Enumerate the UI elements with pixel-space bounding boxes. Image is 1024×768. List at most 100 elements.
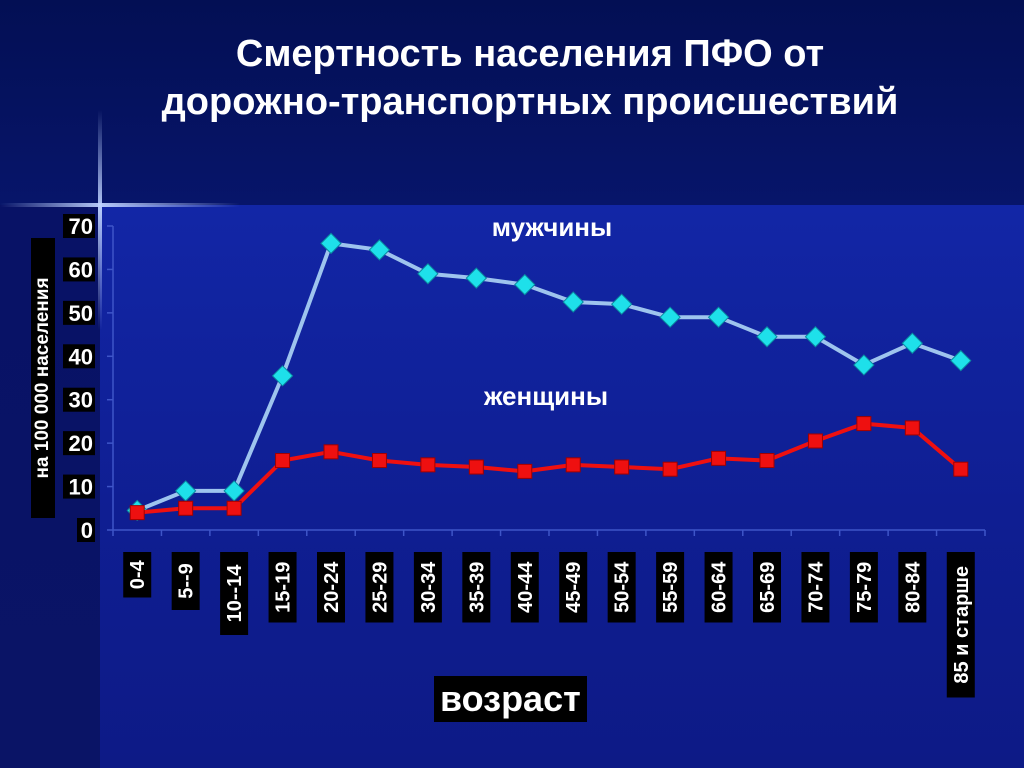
x-tick-label: 5--9 <box>176 563 198 599</box>
women-data-point <box>468 459 484 475</box>
x-tick-label: 50-54 <box>612 561 634 613</box>
women-data-point <box>517 463 533 479</box>
women-data-point <box>371 453 387 469</box>
y-tick-label: 10 <box>69 475 93 500</box>
men-data-point <box>271 365 294 387</box>
men-series-line <box>136 241 962 513</box>
x-tick-label: 70-74 <box>805 561 827 613</box>
men-data-point <box>465 267 488 289</box>
women-data-point <box>807 433 823 449</box>
x-tick-label-box <box>365 552 394 623</box>
x-tick-label-box <box>753 552 781 623</box>
women-data-point <box>711 450 727 466</box>
x-tick-label-box <box>462 552 491 623</box>
women-series-line <box>137 421 963 515</box>
women-data-point <box>565 457 581 473</box>
men-series-label: мужчины <box>492 212 612 242</box>
y-tick-label-box <box>63 214 95 238</box>
x-tick-label: 10--14 <box>224 564 246 623</box>
x-tick-label-box <box>413 552 442 623</box>
women-data-point <box>904 420 920 436</box>
y-tick-label: 0 <box>81 518 93 543</box>
x-tick-label-box <box>171 552 200 610</box>
x-tick-label: 60-64 <box>709 561 731 613</box>
x-tick-label: 25-29 <box>369 562 391 613</box>
y-tick-label-box <box>63 257 95 282</box>
x-tick-label-box <box>946 552 975 698</box>
women-data-point <box>420 457 436 473</box>
women-data-point <box>856 416 872 432</box>
x-tick-label: 80-84 <box>902 561 924 613</box>
women-data-point <box>953 461 969 477</box>
light-flare-vertical <box>98 110 102 330</box>
x-tick-label-box <box>268 552 297 623</box>
women-data-point <box>662 461 678 477</box>
y-tick-label-box <box>77 518 95 542</box>
x-tick-label-box <box>801 552 830 623</box>
x-tick-label: 65-69 <box>757 562 779 613</box>
x-tick-label: 85 и старше <box>951 566 973 684</box>
x-axis-label: возраст <box>434 676 587 722</box>
x-tick-label-box <box>656 552 685 623</box>
y-tick-label-box <box>63 387 95 412</box>
y-tick-label: 20 <box>69 431 93 456</box>
y-tick-label-box <box>63 300 95 325</box>
y-tick-label-box <box>63 474 95 499</box>
x-tick-label: 55-59 <box>660 562 682 613</box>
title-line-2: дорожно-транспортных происшествий <box>161 81 899 123</box>
men-data-point <box>707 306 730 328</box>
x-tick-label: 0-4 <box>127 559 149 589</box>
y-tick-label: 30 <box>69 388 93 413</box>
x-tick-label: 75-79 <box>854 562 876 613</box>
women-data-point <box>759 453 775 469</box>
women-data-point <box>614 459 630 475</box>
y-tick-label: 50 <box>69 301 93 326</box>
women-data-point <box>129 505 145 521</box>
women-data-point <box>323 444 339 460</box>
men-data-point <box>804 326 827 348</box>
title-line-1: Смертность населения ПФО от <box>235 33 825 75</box>
men-data-point <box>174 480 197 502</box>
men-data-point <box>901 332 924 354</box>
x-tick-label-box <box>898 552 927 623</box>
x-tick-label: 35-39 <box>466 562 488 613</box>
men-data-point <box>756 326 778 348</box>
x-tick-label-box <box>607 552 636 623</box>
y-axis-label-box <box>31 238 55 518</box>
y-tick-label: 40 <box>69 344 93 369</box>
y-tick-label: 70 <box>69 214 93 239</box>
men-data-point <box>514 273 536 296</box>
women-data-point <box>178 500 194 516</box>
men-data-point <box>562 291 584 313</box>
slide-header-background <box>0 0 1024 205</box>
x-tick-label: 45-49 <box>563 562 585 613</box>
men-data-point <box>659 306 681 328</box>
x-tick-label-box <box>220 552 249 635</box>
men-data-point <box>610 293 633 315</box>
light-flare-horizontal <box>0 203 240 207</box>
x-tick-label-box <box>849 552 878 623</box>
x-tick-label-box <box>559 552 588 623</box>
y-tick-label-box <box>63 431 95 456</box>
x-tick-label-box <box>123 552 152 598</box>
women-data-point <box>275 453 291 469</box>
women-series-label: женщины <box>483 381 608 411</box>
x-tick-label-box <box>317 552 345 623</box>
men-data-point <box>320 232 342 255</box>
y-tick-label-box <box>63 344 95 369</box>
men-data-point <box>368 239 391 261</box>
slide-title: Смертность населения ПФО от дорожно-тран… <box>60 30 1000 126</box>
men-data-point <box>853 354 875 376</box>
x-tick-label-box <box>704 552 733 623</box>
x-tick-label: 40-44 <box>515 561 537 613</box>
men-data-point <box>950 349 972 372</box>
y-tick-label: 60 <box>69 257 93 282</box>
men-data-point <box>417 263 439 285</box>
x-tick-label: 30-34 <box>418 561 440 613</box>
men-data-point <box>223 480 245 502</box>
x-tick-label: 15-19 <box>273 562 295 613</box>
x-tick-label: 20-24 <box>321 561 343 613</box>
x-tick-label-box <box>510 552 539 623</box>
women-data-point <box>226 500 242 516</box>
